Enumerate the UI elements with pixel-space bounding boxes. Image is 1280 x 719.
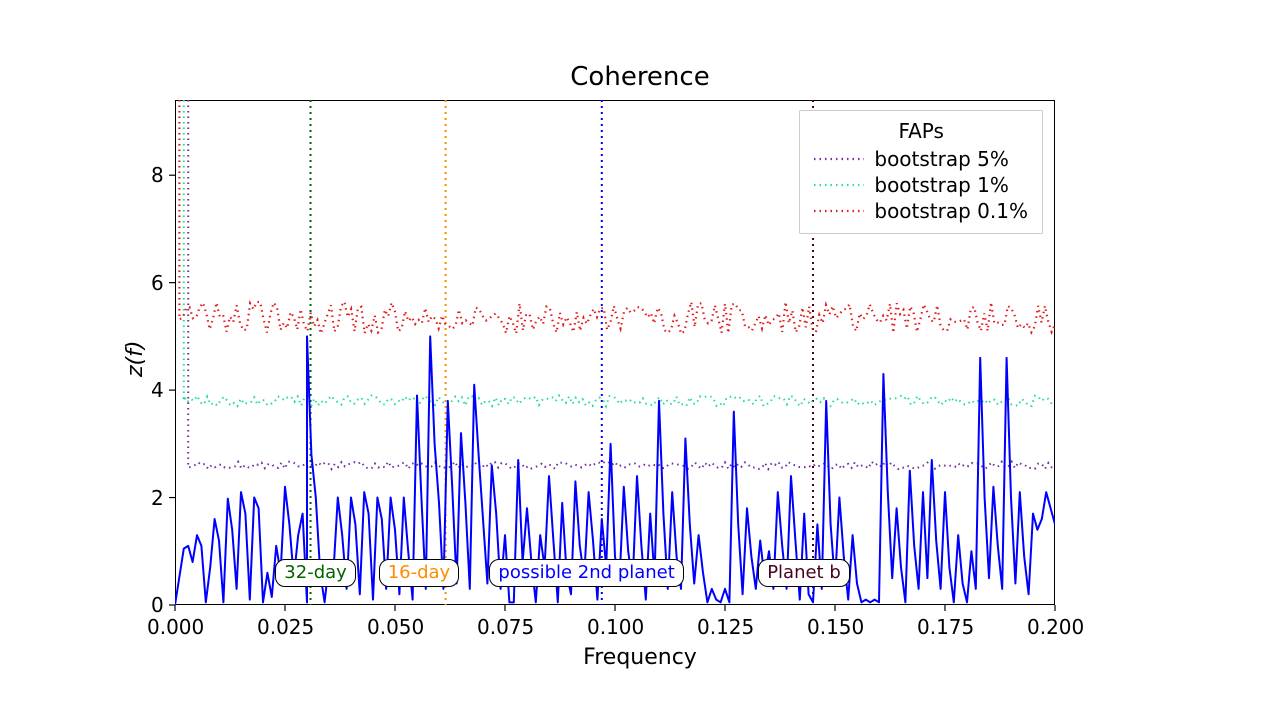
legend-item-label: bootstrap 0.1% (874, 199, 1028, 223)
legend-swatch (814, 204, 864, 218)
x-tick-label: 0.000 (147, 615, 204, 639)
y-tick-label: 2 (151, 486, 164, 510)
x-tick-label: 0.125 (697, 615, 754, 639)
legend-swatch (814, 178, 864, 192)
x-axis-label: Frequency (0, 645, 1280, 670)
y-tick-label: 0 (151, 593, 164, 617)
legend-item: bootstrap 0.1% (814, 199, 1028, 223)
legend-box: FAPs bootstrap 5%bootstrap 1%bootstrap 0… (799, 110, 1043, 234)
annotation-box: Planet b (758, 559, 850, 587)
x-tick-label: 0.025 (257, 615, 314, 639)
x-tick-label: 0.200 (1027, 615, 1084, 639)
annotation-box: 16-day (379, 559, 460, 587)
legend-item-label: bootstrap 5% (874, 147, 1009, 171)
legend-title: FAPs (814, 119, 1028, 143)
y-tick-label: 4 (151, 378, 164, 402)
legend-swatch (814, 152, 864, 166)
plot-svg (0, 0, 1280, 719)
legend-item-label: bootstrap 1% (874, 173, 1009, 197)
x-tick-label: 0.100 (587, 615, 644, 639)
legend-item: bootstrap 5% (814, 147, 1028, 171)
annotation-box: 32-day (275, 559, 356, 587)
y-axis-label: z(f) (123, 340, 148, 377)
y-tick-label: 6 (151, 271, 164, 295)
x-tick-label: 0.150 (807, 615, 864, 639)
x-tick-label: 0.075 (477, 615, 534, 639)
legend-items: bootstrap 5%bootstrap 1%bootstrap 0.1% (814, 147, 1028, 223)
y-tick-label: 8 (151, 163, 164, 187)
chart-canvas: Coherence z(f) Frequency FAPs bootstrap … (0, 0, 1280, 719)
x-tick-label: 0.050 (367, 615, 424, 639)
annotation-box: possible 2nd planet (489, 559, 683, 587)
legend-item: bootstrap 1% (814, 173, 1028, 197)
x-tick-label: 0.175 (917, 615, 974, 639)
